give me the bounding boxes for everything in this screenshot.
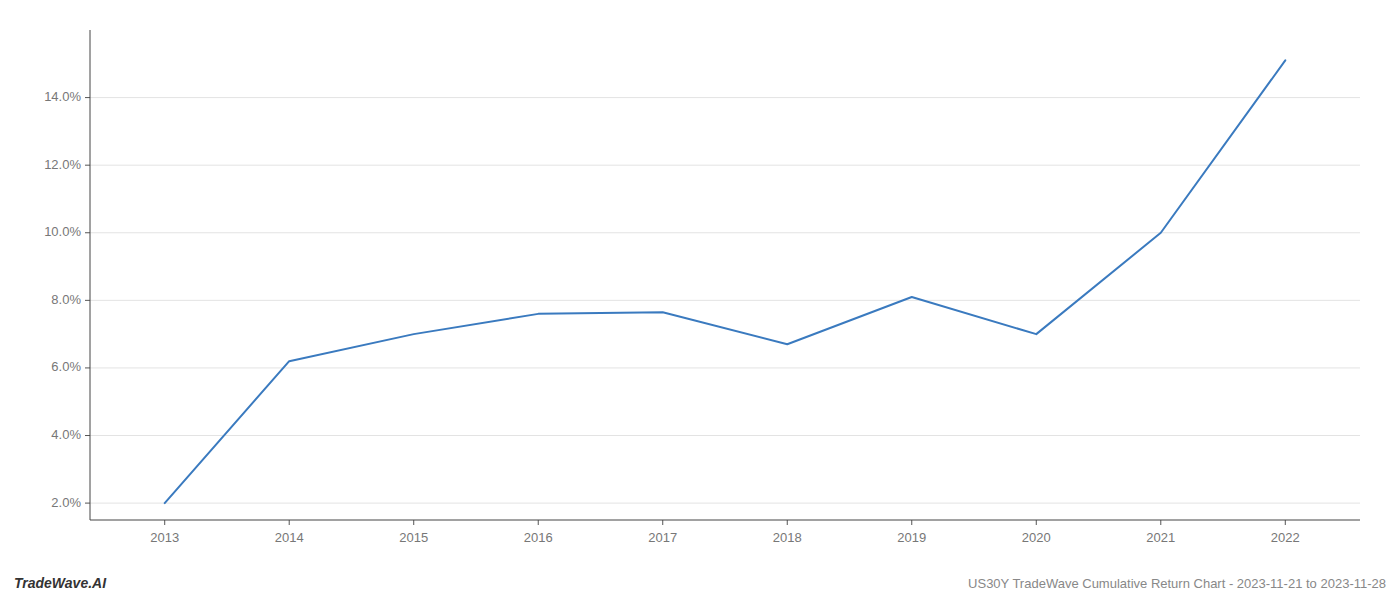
x-tick-label: 2016 bbox=[524, 530, 553, 545]
y-tick-label: 12.0% bbox=[44, 157, 81, 172]
x-axis-line bbox=[90, 520, 1360, 521]
plot-area bbox=[165, 60, 1286, 503]
y-tick bbox=[85, 503, 90, 504]
x-tick bbox=[662, 520, 663, 525]
x-tick bbox=[1160, 520, 1161, 525]
y-tick bbox=[85, 300, 90, 301]
y-tick-label: 4.0% bbox=[51, 427, 81, 442]
grid-line bbox=[90, 503, 1360, 504]
x-tick bbox=[413, 520, 414, 525]
y-tick bbox=[85, 435, 90, 436]
x-tick-label: 2019 bbox=[897, 530, 926, 545]
footer-left: TradeWave.AI bbox=[14, 575, 107, 591]
x-tick bbox=[911, 520, 912, 525]
axes: 2.0% 4.0% 6.0% 8.0% 10.0% 12.0% 14.0% 2013 2014 2… bbox=[44, 30, 1360, 545]
x-tick-label: 2015 bbox=[399, 530, 428, 545]
x-tick bbox=[538, 520, 539, 525]
grid bbox=[90, 98, 1360, 504]
x-tick bbox=[1036, 520, 1037, 525]
grid-line bbox=[90, 300, 1360, 301]
y-tick-label: 6.0% bbox=[51, 359, 81, 374]
grid-line bbox=[90, 435, 1360, 436]
y-axis-line bbox=[90, 30, 91, 520]
chart: 2.0% 4.0% 6.0% 8.0% 10.0% 12.0% 14.0% 2013 2014 2… bbox=[0, 0, 1400, 600]
footer-right: US30Y TradeWave Cumulative Return Chart … bbox=[968, 576, 1386, 591]
y-tick bbox=[85, 232, 90, 233]
x-tick-label: 2014 bbox=[275, 530, 304, 545]
grid-line bbox=[90, 367, 1360, 368]
y-tick-label: 8.0% bbox=[51, 292, 81, 307]
x-tick-label: 2013 bbox=[150, 530, 179, 545]
y-tick bbox=[85, 97, 90, 98]
x-tick bbox=[1285, 520, 1286, 525]
x-tick bbox=[164, 520, 165, 525]
grid-line bbox=[90, 97, 1360, 98]
x-tick-label: 2018 bbox=[773, 530, 802, 545]
x-tick-label: 2022 bbox=[1271, 530, 1300, 545]
y-tick-label: 14.0% bbox=[44, 89, 81, 104]
line bbox=[165, 60, 1286, 503]
grid-line bbox=[90, 232, 1360, 233]
y-tick-label: 2.0% bbox=[51, 495, 81, 510]
grid-line bbox=[90, 165, 1360, 166]
x-tick-label: 2017 bbox=[648, 530, 677, 545]
x-tick-label: 2021 bbox=[1146, 530, 1175, 545]
x-tick bbox=[289, 520, 290, 525]
y-tick bbox=[85, 367, 90, 368]
y-tick bbox=[85, 165, 90, 166]
x-tick-label: 2020 bbox=[1022, 530, 1051, 545]
y-tick-label: 10.0% bbox=[44, 224, 81, 239]
x-tick bbox=[787, 520, 788, 525]
